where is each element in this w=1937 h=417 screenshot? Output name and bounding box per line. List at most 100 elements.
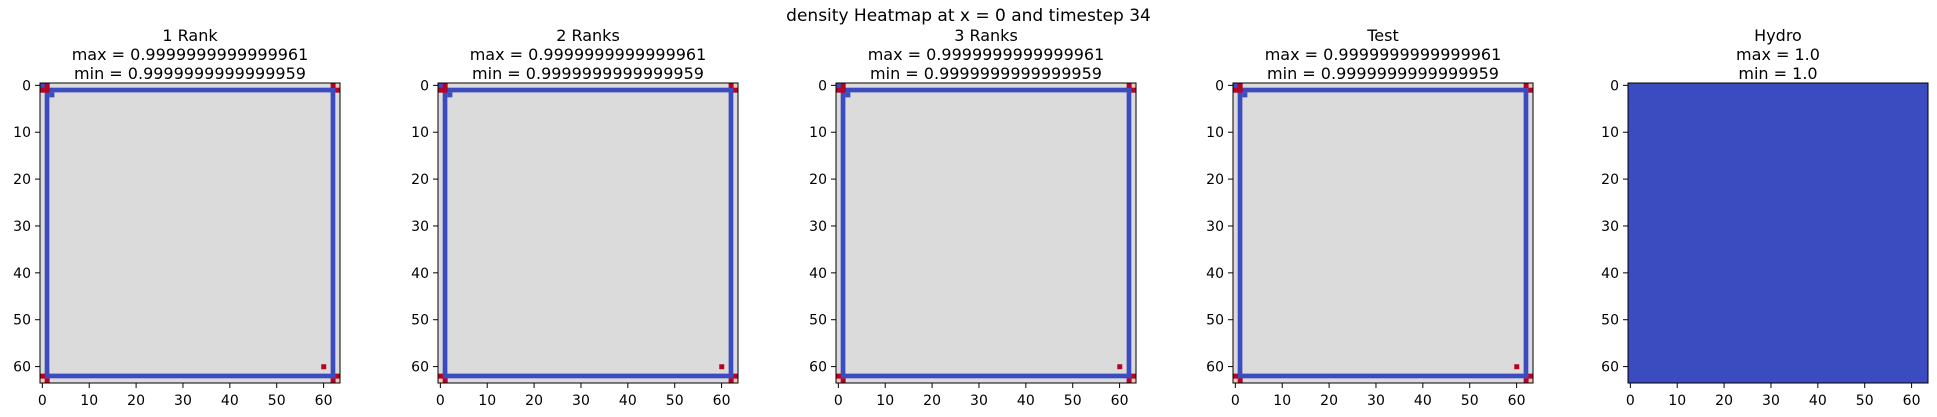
- axes-frame: [835, 82, 1137, 384]
- hot-cell: [1126, 378, 1132, 384]
- figure-suptitle: density Heatmap at x = 0 and timestep 34: [786, 6, 1151, 26]
- y-tick-label: 30: [13, 219, 31, 235]
- y-tick-label: 50: [1206, 313, 1224, 329]
- hot-cell: [442, 83, 448, 88]
- corner-cell: [49, 92, 55, 98]
- corner-cell: [733, 378, 739, 384]
- panel-title: 3 Ranks: [954, 26, 1018, 45]
- hot-cell: [728, 378, 734, 384]
- x-tick-label: 50: [268, 393, 286, 409]
- frame-line-bottom: [442, 373, 734, 379]
- hot-cell: [719, 364, 725, 370]
- y-tick-label: 0: [420, 78, 429, 94]
- hot-cell: [321, 364, 327, 370]
- frame-line-top: [44, 87, 336, 93]
- panel-min-label: min = 0.9999999999999959: [472, 64, 704, 83]
- corner-cell: [1528, 378, 1534, 384]
- panel-max-label: max = 0.9999999999999961: [1265, 45, 1502, 64]
- x-tick-label: 50: [1064, 393, 1082, 409]
- hot-cell: [40, 87, 45, 93]
- x-tick-label: 0: [436, 393, 445, 409]
- y-tick-label: 50: [809, 313, 827, 329]
- y-tick-label: 60: [809, 360, 827, 376]
- y-tick-label: 0: [1610, 78, 1619, 94]
- hot-cell: [335, 373, 341, 379]
- corner-cell: [1528, 83, 1534, 88]
- corner-cell: [40, 378, 45, 384]
- axes-frame: [1627, 82, 1929, 384]
- y-tick-label: 60: [13, 360, 31, 376]
- frame-line-bottom: [1237, 373, 1529, 379]
- y-tick-label: 40: [1601, 266, 1619, 282]
- hot-cell: [1528, 373, 1534, 379]
- hot-cell: [1523, 83, 1529, 88]
- x-tick-label: 0: [834, 393, 843, 409]
- axes-frame: [437, 82, 739, 384]
- x-tick-label: 50: [666, 393, 684, 409]
- x-tick-label: 30: [572, 393, 590, 409]
- x-tick-label: 50: [1461, 393, 1479, 409]
- x-tick-label: 10: [1273, 393, 1291, 409]
- y-tick-label: 40: [809, 266, 827, 282]
- corner-cell: [1131, 83, 1137, 88]
- y-tick-label: 50: [1601, 313, 1619, 329]
- panel-title: 2 Ranks: [556, 26, 620, 45]
- x-tick-label: 0: [1231, 393, 1240, 409]
- panel-title: Test: [1366, 26, 1399, 45]
- y-tick-label: 20: [13, 172, 31, 188]
- frame-line-top: [442, 87, 734, 93]
- x-tick-label: 20: [127, 393, 145, 409]
- x-tick-label: 60: [1508, 393, 1526, 409]
- y-tick-label: 50: [13, 313, 31, 329]
- y-tick-label: 20: [1601, 172, 1619, 188]
- frame-line-left: [442, 87, 448, 379]
- hot-cell: [1237, 378, 1243, 384]
- frame-line-right: [330, 87, 336, 379]
- heatmap-interior: [836, 83, 1136, 383]
- y-tick-label: 30: [411, 219, 429, 235]
- corner-cell: [733, 83, 739, 88]
- x-tick-label: 60: [1111, 393, 1129, 409]
- x-tick-label: 10: [1668, 393, 1686, 409]
- corner-cell: [1233, 83, 1238, 88]
- x-tick-label: 40: [619, 393, 637, 409]
- y-tick-label: 20: [809, 172, 827, 188]
- x-tick-label: 40: [1017, 393, 1035, 409]
- panel-max-label: max = 1.0: [1736, 45, 1820, 64]
- corner-cell: [40, 83, 45, 88]
- x-tick-label: 30: [1762, 393, 1780, 409]
- x-tick-label: 0: [1626, 393, 1635, 409]
- frame-line-bottom: [44, 373, 336, 379]
- frame-line-left: [44, 87, 50, 379]
- y-tick-label: 10: [13, 125, 31, 141]
- panel-max-label: max = 0.9999999999999961: [72, 45, 309, 64]
- y-tick-label: 10: [1601, 125, 1619, 141]
- frame-line-top: [1237, 87, 1529, 93]
- hot-cell: [733, 87, 739, 93]
- hot-cell: [44, 378, 50, 384]
- heatmap-interior: [1233, 83, 1533, 383]
- x-tick-label: 40: [1809, 393, 1827, 409]
- hot-cell: [335, 87, 341, 93]
- corner-cell: [1131, 378, 1137, 384]
- x-tick-label: 40: [1414, 393, 1432, 409]
- panel-min-label: min = 0.9999999999999959: [1267, 64, 1499, 83]
- frame-line-left: [1237, 87, 1243, 379]
- x-tick-label: 20: [525, 393, 543, 409]
- axes-frame: [1232, 82, 1534, 384]
- y-tick-label: 30: [1601, 219, 1619, 235]
- hot-cell: [733, 373, 739, 379]
- x-tick-label: 50: [1856, 393, 1874, 409]
- hot-cell: [1131, 87, 1137, 93]
- corner-cell: [1242, 92, 1248, 98]
- frame-line-top: [840, 87, 1132, 93]
- hot-cell: [840, 83, 846, 88]
- hot-cell: [438, 373, 443, 379]
- hot-cell: [1131, 373, 1137, 379]
- hot-cell: [840, 87, 846, 93]
- hot-cell: [40, 373, 45, 379]
- y-tick-label: 0: [22, 78, 31, 94]
